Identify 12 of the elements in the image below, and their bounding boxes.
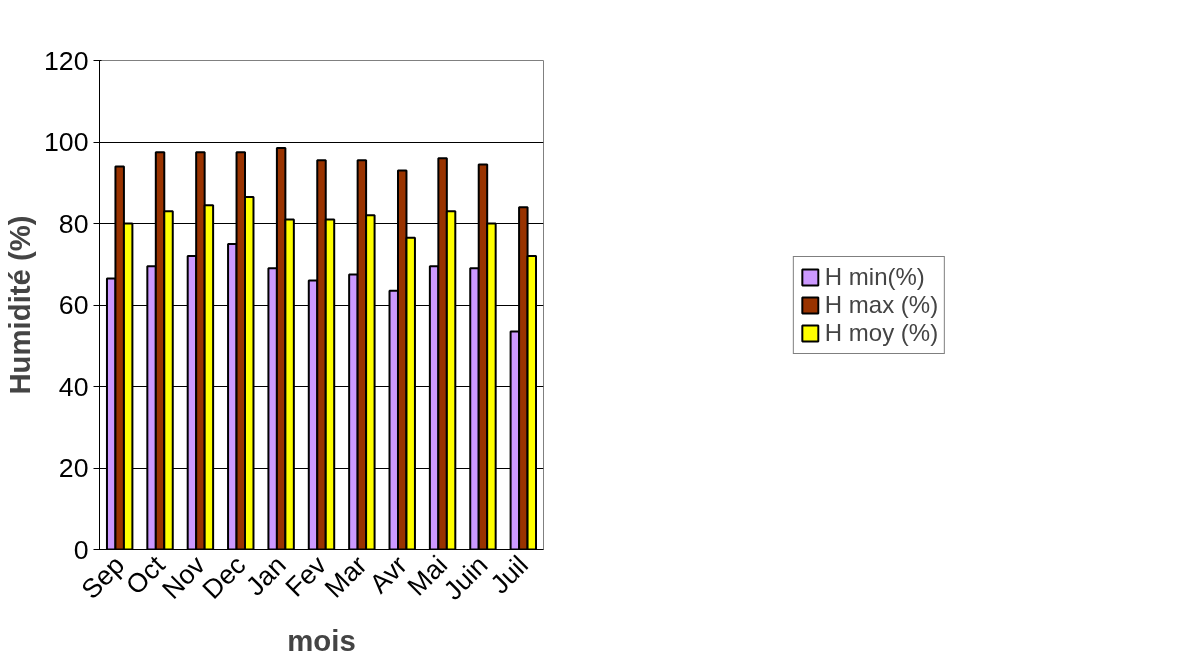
y-tick-label: 100 [44, 127, 89, 157]
legend-label: H max (%) [824, 290, 939, 319]
y-axis-title: Humidité (%) [3, 215, 37, 395]
y-tick-label: 120 [44, 45, 89, 76]
legend-label: H moy (%) [824, 318, 939, 347]
legend-label: H min(%) [824, 262, 925, 291]
x-axis-title: mois [287, 624, 356, 658]
y-tick-label: 80 [58, 208, 89, 239]
y-tick-label: 0 [73, 534, 89, 565]
y-tick-label: 40 [58, 371, 89, 402]
y-tick-label: 20 [58, 453, 89, 483]
y-tick-label: 60 [58, 290, 89, 320]
